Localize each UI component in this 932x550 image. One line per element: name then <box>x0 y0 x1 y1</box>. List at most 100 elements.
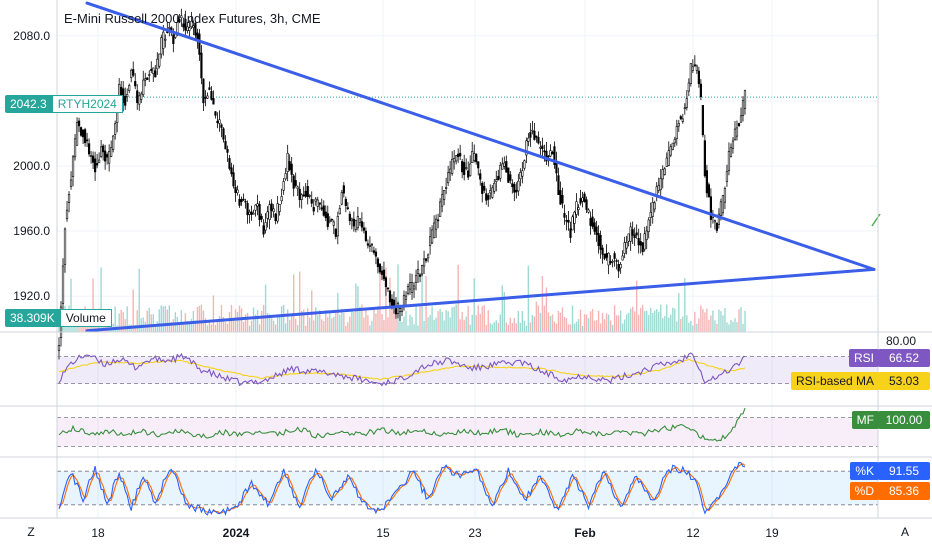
candle <box>312 207 315 212</box>
candle <box>238 198 241 206</box>
volume-bar <box>535 301 538 332</box>
candle <box>208 87 211 90</box>
volume-bar <box>280 306 283 332</box>
volume-bar <box>294 318 297 332</box>
volume-bar <box>639 307 642 332</box>
volume-bars <box>58 263 746 332</box>
candle <box>525 140 528 156</box>
volume-bar <box>726 322 728 332</box>
candle <box>717 213 721 225</box>
candle <box>262 225 265 235</box>
volume-bar <box>148 307 150 332</box>
candle <box>152 67 155 74</box>
candle <box>695 65 698 71</box>
candle <box>108 151 111 164</box>
candle <box>605 253 608 258</box>
candle <box>503 162 506 167</box>
x-tick-label: 18 <box>91 526 105 540</box>
candle <box>230 167 233 175</box>
candle <box>430 229 434 244</box>
candle <box>613 253 616 259</box>
volume-bar <box>126 306 128 332</box>
volume-bar <box>377 306 379 332</box>
candle <box>248 211 251 215</box>
volume-bar <box>491 324 493 332</box>
candle <box>643 233 646 250</box>
volume-bar <box>309 317 311 332</box>
volume-bar <box>660 304 662 332</box>
volume-bar <box>666 304 668 332</box>
candle <box>310 199 313 204</box>
candle <box>545 150 548 162</box>
volume-bar <box>210 324 213 332</box>
candle <box>216 120 219 124</box>
candle <box>102 145 105 153</box>
candle <box>77 120 81 127</box>
candle <box>85 139 89 142</box>
candle <box>186 26 189 31</box>
volume-bar <box>361 304 363 332</box>
candle <box>451 158 454 174</box>
volume-bar <box>453 306 455 332</box>
candle <box>96 163 99 166</box>
volume-bar <box>180 310 183 332</box>
candle <box>537 137 540 144</box>
volume-bar <box>623 319 626 332</box>
candle <box>206 95 209 99</box>
candle <box>585 199 588 210</box>
volume-bar <box>724 308 726 332</box>
candle <box>513 184 516 193</box>
volume-bar <box>662 318 664 332</box>
volume-bar <box>172 319 175 332</box>
candle <box>445 187 448 189</box>
candle <box>338 208 341 215</box>
candle <box>611 260 614 263</box>
volume-bar <box>559 312 562 332</box>
zoom-button[interactable]: Z <box>27 525 35 539</box>
candle <box>563 213 566 218</box>
candle <box>398 308 402 313</box>
volume-bar <box>551 314 554 332</box>
candle <box>330 218 333 221</box>
candle <box>571 216 574 231</box>
volume-bar <box>485 324 487 332</box>
volume-bar <box>555 323 558 332</box>
x-tick-label: 23 <box>468 526 482 540</box>
stoch-k-label: %K <box>850 462 879 480</box>
volume-bar <box>393 310 395 332</box>
candle <box>366 243 370 246</box>
volume-bar <box>164 305 167 332</box>
candle <box>250 211 253 215</box>
volume-bar <box>567 324 570 332</box>
volume-badge-value: 38.309K <box>10 311 55 325</box>
candle <box>364 230 367 242</box>
volume-bar <box>714 320 716 332</box>
auto-scale-button[interactable]: A <box>900 525 909 539</box>
candle <box>408 282 412 290</box>
candle <box>388 290 392 303</box>
candle <box>569 228 572 238</box>
volume-bar <box>405 310 407 332</box>
candle <box>539 146 542 149</box>
volume-bar <box>78 323 80 332</box>
candle <box>348 213 351 222</box>
candle <box>184 18 187 31</box>
candle <box>577 207 580 211</box>
volume-bar <box>166 309 169 332</box>
volume-bar <box>206 325 209 332</box>
volume-bar <box>601 312 604 332</box>
volume-bar <box>583 314 586 332</box>
candle <box>202 78 205 104</box>
candle <box>541 145 544 149</box>
volume-bar <box>718 309 720 332</box>
candle <box>142 79 145 95</box>
candle <box>214 111 217 116</box>
candle <box>449 168 452 174</box>
volume-bar <box>732 321 734 332</box>
candle <box>651 202 654 217</box>
candle <box>218 119 221 124</box>
volume-bar <box>631 306 634 332</box>
candle <box>266 211 269 219</box>
volume-bar <box>740 307 742 332</box>
candle <box>136 90 139 103</box>
